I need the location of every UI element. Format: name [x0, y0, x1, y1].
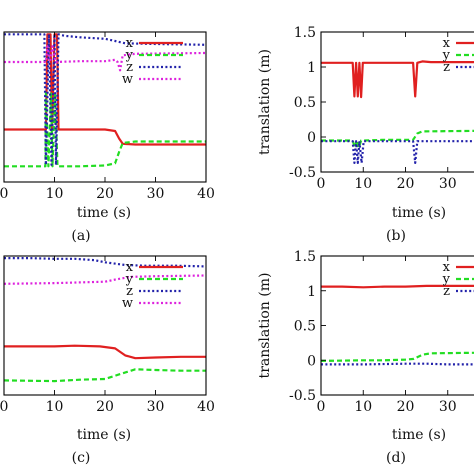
y-tick-label: 1.5: [294, 25, 316, 41]
panel-caption: (b): [386, 228, 406, 244]
legend-label-y: y: [125, 272, 134, 287]
plot-area: [321, 60, 474, 164]
y-tick-label: 1: [307, 60, 316, 76]
plot-area: [4, 33, 206, 168]
series-line-x: [321, 60, 474, 99]
x-axis-label: time (s): [77, 427, 131, 443]
x-tick-label: 30: [147, 186, 165, 202]
legend-label-w: w: [122, 72, 133, 87]
y-tick-label: 1.5: [294, 249, 316, 265]
x-tick-label: 10: [354, 399, 372, 415]
x-axis-label: time (s): [392, 427, 446, 443]
series-line-x: [4, 344, 206, 360]
x-tick-label: 0: [0, 186, 8, 202]
plot-frame: [320, 31, 474, 173]
plot-area: [4, 257, 206, 383]
series-line-w: [4, 274, 206, 285]
y-tick-label: -0.5: [289, 165, 316, 181]
x-tick-label: 20: [397, 176, 415, 192]
x-tick-label: 10: [46, 399, 64, 415]
x-axis-label: time (s): [77, 205, 131, 221]
series-line-z: [4, 33, 206, 166]
series-line-y: [321, 129, 474, 149]
y-tick-label: 0: [307, 130, 316, 146]
x-tick-label: 0: [317, 399, 326, 415]
x-tick-label: 30: [439, 176, 457, 192]
y-tick-label: 0: [307, 353, 316, 369]
legend-label-z: z: [126, 60, 133, 75]
y-tick-label: 0.5: [294, 319, 316, 335]
legend-label-y: y: [442, 272, 451, 287]
series-line-y: [4, 368, 206, 383]
x-tick-label: 30: [439, 399, 457, 415]
y-axis-label: translation (m): [257, 273, 273, 379]
legend-label-x: x: [443, 260, 451, 275]
legend-label-z: z: [126, 284, 133, 299]
legend-label-x: x: [126, 260, 134, 275]
x-tick-label: 20: [96, 399, 114, 415]
legend-label-y: y: [442, 48, 451, 63]
y-tick-label: 0.5: [294, 95, 316, 111]
legend-label-z: z: [443, 60, 450, 75]
x-tick-label: 40: [197, 399, 215, 415]
x-axis-label: time (s): [392, 205, 446, 221]
plot-frame: [320, 255, 474, 396]
series-line-x: [4, 33, 206, 146]
plot-area: [321, 284, 474, 366]
x-tick-label: 40: [197, 186, 215, 202]
series-line-z: [321, 362, 474, 366]
series-line-y: [321, 351, 474, 362]
x-tick-label: 10: [354, 176, 372, 192]
x-tick-label: 0: [317, 176, 326, 192]
x-tick-label: 20: [397, 399, 415, 415]
legend-label-z: z: [443, 284, 450, 299]
panel-caption: (c): [72, 450, 91, 466]
x-tick-label: 20: [96, 186, 114, 202]
y-tick-label: -0.5: [289, 388, 316, 404]
y-axis-label: translation (m): [257, 49, 273, 155]
legend-label-y: y: [125, 48, 134, 63]
x-tick-label: 0: [0, 399, 8, 415]
panel-caption: (d): [386, 450, 406, 466]
y-tick-label: 1: [307, 284, 316, 300]
x-tick-label: 10: [46, 186, 64, 202]
legend-label-x: x: [126, 36, 134, 51]
legend-label-x: x: [443, 36, 451, 51]
legend-label-w: w: [122, 296, 133, 311]
series-line-x: [321, 284, 474, 289]
series-line-z: [321, 140, 474, 164]
x-tick-label: 30: [147, 399, 165, 415]
panel-caption: (a): [71, 228, 90, 244]
